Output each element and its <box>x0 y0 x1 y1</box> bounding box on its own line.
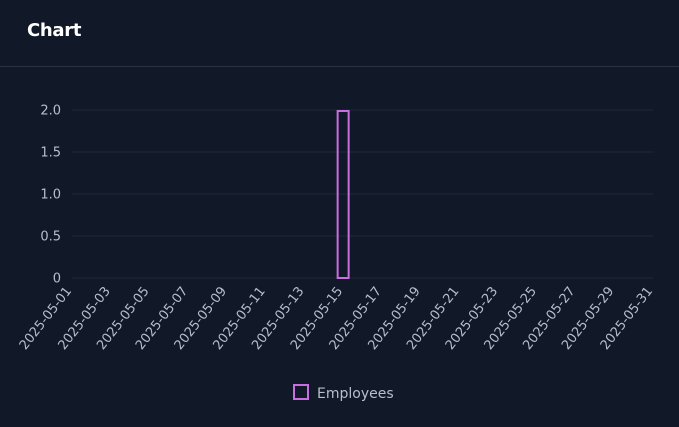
y-tick-label: 1.5 <box>40 146 61 161</box>
card-title: Chart <box>27 20 82 41</box>
bar[interactable] <box>336 110 350 279</box>
y-tick-label: 1.0 <box>40 188 61 203</box>
card-header: Chart <box>0 0 679 67</box>
y-tick-label: 2.0 <box>40 104 61 119</box>
legend-swatch <box>293 384 309 400</box>
y-tick-label: 0.5 <box>40 230 61 245</box>
y-tick-label: 0 <box>53 272 61 287</box>
legend-label: Employees <box>317 386 394 402</box>
